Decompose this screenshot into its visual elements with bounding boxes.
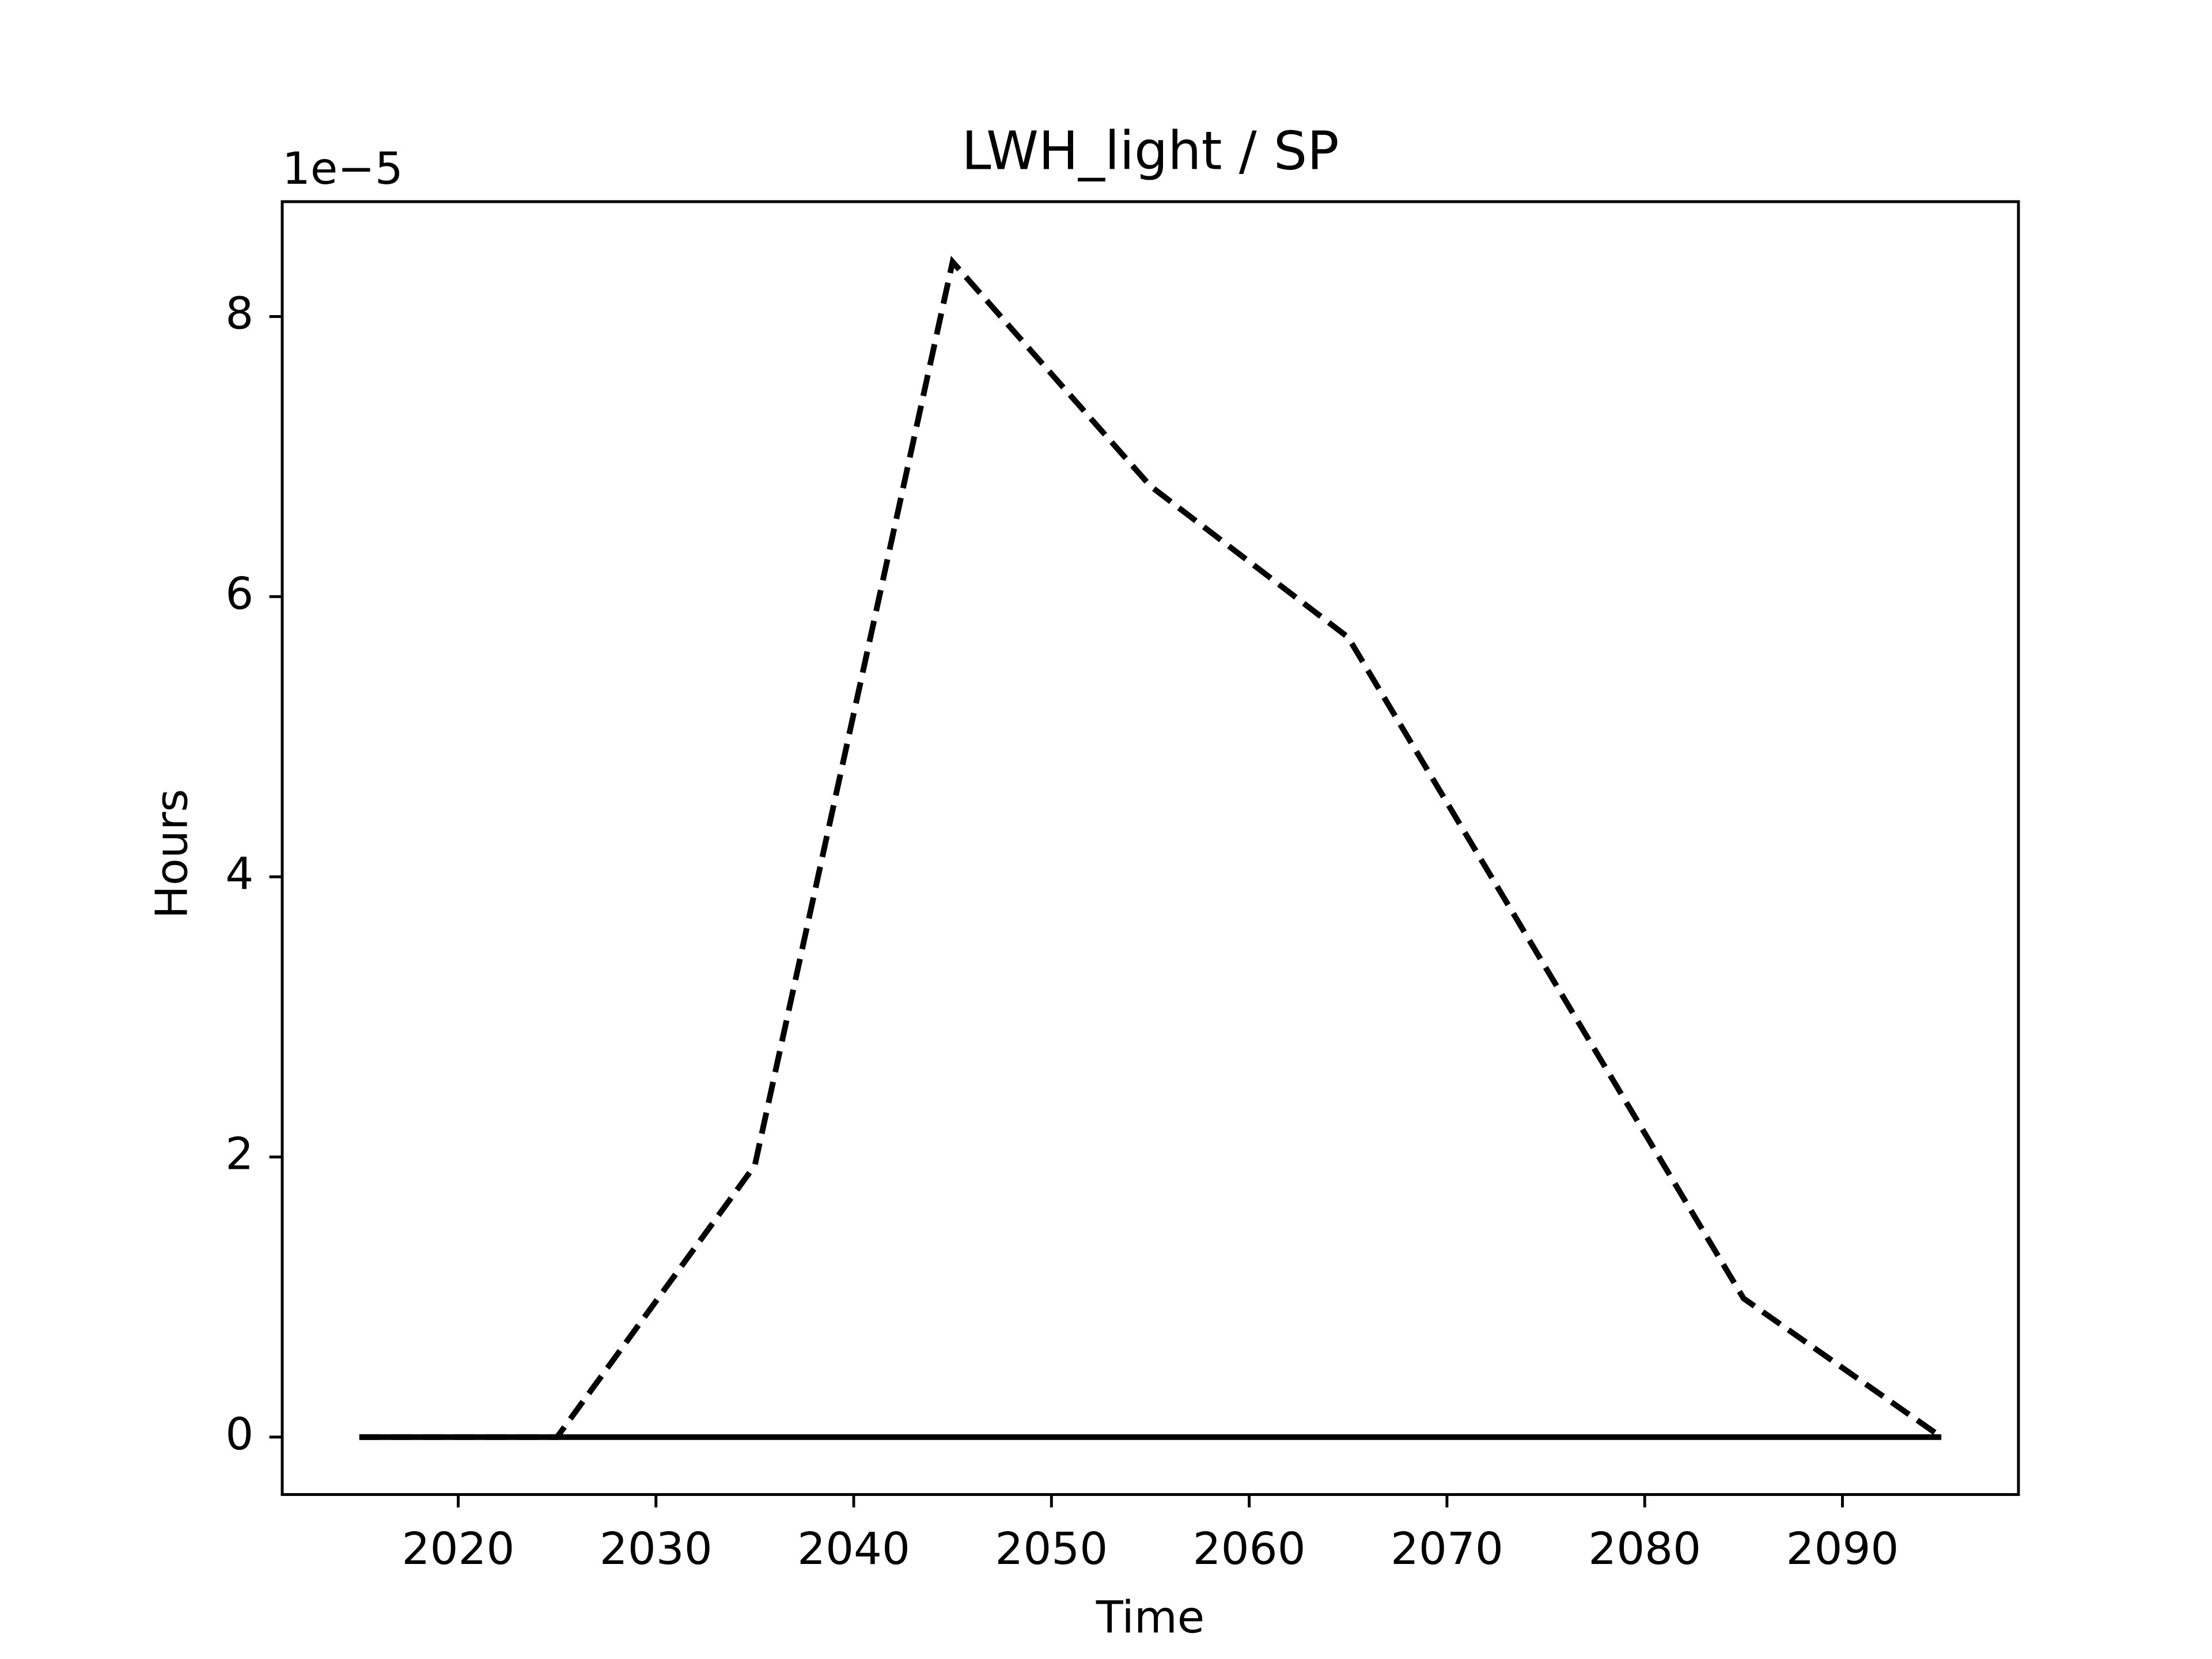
x-tick-label: 2060 <box>1193 1524 1306 1575</box>
y-tick-label: 0 <box>225 1409 253 1460</box>
plot-frame <box>281 200 2020 1496</box>
y-tick-label: 4 <box>225 849 253 900</box>
x-tick-label: 2070 <box>1391 1524 1503 1575</box>
x-tick-label: 2040 <box>797 1524 910 1575</box>
chart-title: LWH_light / SP <box>961 120 1339 182</box>
y-tick-label: 2 <box>225 1128 253 1180</box>
x-tick-label: 2090 <box>1786 1524 1899 1575</box>
x-tick-label: 2080 <box>1588 1524 1701 1575</box>
x-axis-label: Time <box>1096 1592 1205 1643</box>
y-offset-label: 1e−5 <box>282 143 403 195</box>
y-tick-label: 6 <box>225 569 253 620</box>
y-axis-label: Hours <box>147 789 198 918</box>
data-line <box>359 256 1943 1440</box>
x-tick-label: 2050 <box>995 1524 1108 1575</box>
x-tick-label: 2030 <box>600 1524 713 1575</box>
y-tick-label: 8 <box>225 288 253 339</box>
x-tick-label: 2020 <box>402 1524 515 1575</box>
